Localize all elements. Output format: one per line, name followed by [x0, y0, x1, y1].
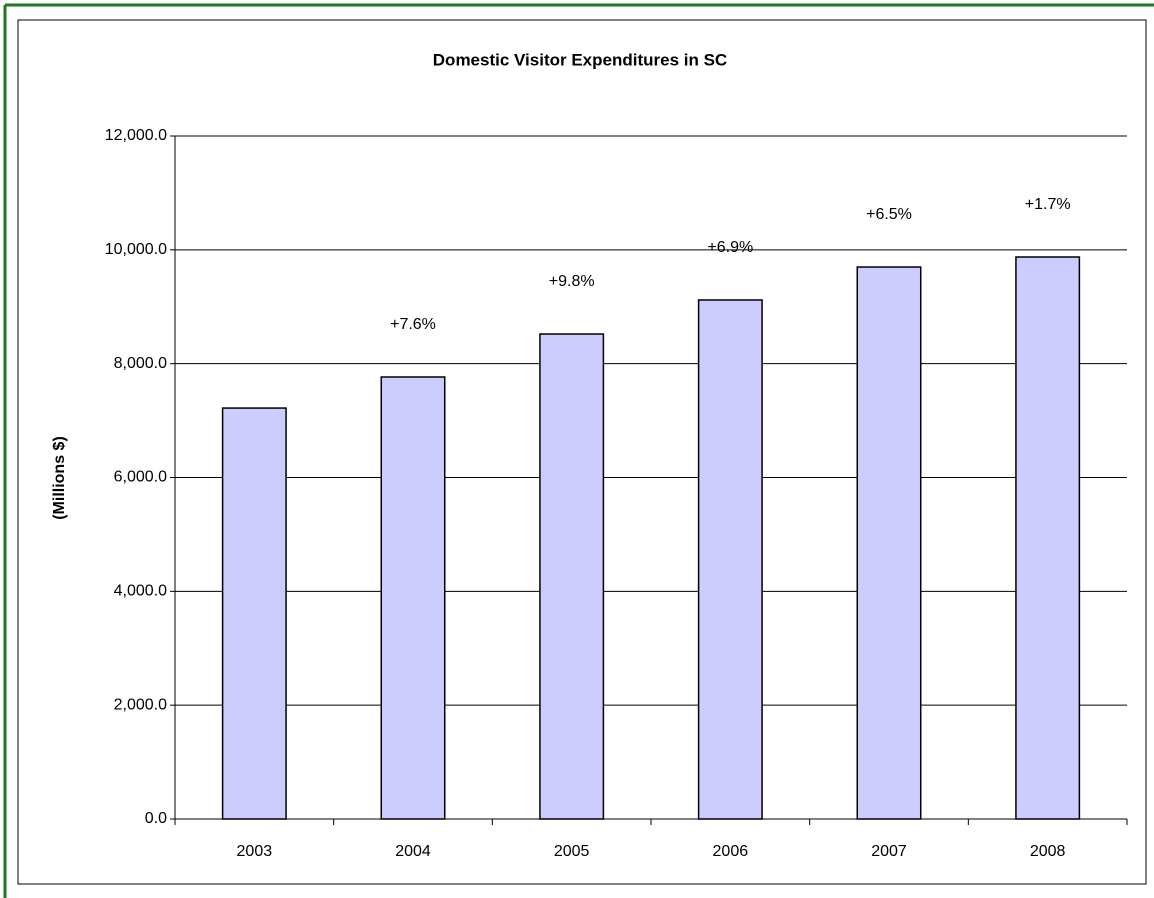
x-tick-label: 2007 — [871, 843, 907, 860]
x-tick-label: 2005 — [554, 843, 590, 860]
annotation: +1.7% — [1025, 196, 1071, 213]
bar — [1015, 256, 1081, 820]
x-tick-label: 2006 — [713, 843, 749, 860]
bar — [697, 299, 763, 820]
y-tick-label: 8,000.0 — [114, 355, 167, 372]
bar — [539, 333, 605, 820]
y-tick-label: 0.0 — [145, 810, 167, 827]
annotation: +7.6% — [390, 316, 436, 333]
y-tick-label: 2,000.0 — [114, 696, 167, 713]
y-tick-label: 4,000.0 — [114, 583, 167, 600]
chart-title: Domestic Visitor Expenditures in SC — [433, 50, 727, 69]
annotation: +6.5% — [866, 206, 912, 223]
bar — [856, 266, 922, 820]
chart-area — [17, 19, 1147, 885]
y-tick-label: 6,000.0 — [114, 469, 167, 486]
y-tick-label: 10,000.0 — [105, 241, 167, 258]
y-tick-label: 12,000.0 — [105, 127, 167, 144]
annotation: +9.8% — [549, 273, 595, 290]
x-tick-label: 2003 — [237, 843, 273, 860]
x-tick-label: 2008 — [1030, 843, 1066, 860]
y-axis-label: (Millions $) — [51, 436, 68, 520]
annotation: +6.9% — [707, 239, 753, 256]
bar — [380, 376, 446, 820]
x-tick-label: 2004 — [395, 843, 431, 860]
bar — [221, 407, 287, 820]
